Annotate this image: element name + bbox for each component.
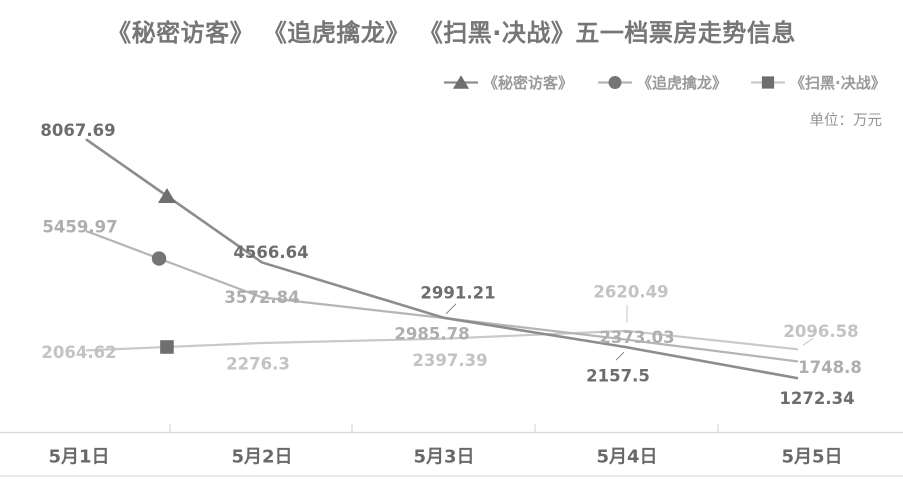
circle-marker-icon xyxy=(151,251,167,266)
data-label: 2096.58 xyxy=(783,322,858,341)
data-label: 2276.3 xyxy=(226,354,290,373)
x-axis-label: 5月5日 xyxy=(781,447,842,468)
data-label: 2985.78 xyxy=(394,325,469,344)
data-label: 2397.39 xyxy=(412,351,487,370)
label-leader-line xyxy=(615,351,625,361)
data-label: 2991.21 xyxy=(420,283,495,302)
circle-marker-icon xyxy=(608,76,622,89)
data-label: 4566.64 xyxy=(233,243,308,262)
data-label: 2064.62 xyxy=(41,343,116,362)
data-label: 5459.97 xyxy=(42,218,117,237)
label-leader-line xyxy=(802,337,814,346)
chart-title: 《秘密访客》 《追虎擒龙》 《扫黑·决战》五一档票房走势信息 xyxy=(107,19,796,47)
legend-item-mimi-fangke: 《秘密访客》 xyxy=(444,72,573,92)
data-label: 3572.84 xyxy=(224,288,299,307)
legend-label: 《追虎擒龙》 xyxy=(637,73,728,92)
x-axis-label: 5月4日 xyxy=(596,447,657,468)
square-marker-icon xyxy=(751,73,785,91)
series-line-3 xyxy=(85,329,799,352)
square-marker-icon xyxy=(160,340,174,354)
data-label: 1748.8 xyxy=(798,358,862,377)
legend-item-zhuihu-qinlong: 《追虎擒龙》 xyxy=(598,72,727,92)
data-label: 2620.49 xyxy=(593,282,668,301)
data-label: 1272.34 xyxy=(779,389,854,408)
legend-item-saohei-juezhan: 《扫黑·决战》 xyxy=(751,72,886,92)
legend-label: 《扫黑·决战》 xyxy=(790,73,886,92)
unit-label: 单位：万元 xyxy=(809,113,883,129)
data-label: 8067.69 xyxy=(40,121,115,140)
data-label: 2373.03 xyxy=(599,328,674,347)
data-label: 2157.5 xyxy=(586,367,650,386)
x-axis-label: 5月1日 xyxy=(48,447,109,468)
label-leader-line xyxy=(445,303,457,315)
square-marker-icon xyxy=(761,76,775,89)
triangle-marker-icon xyxy=(444,73,478,91)
legend: 《秘密访客》 《追虎擒龙》 《扫黑·决战》 xyxy=(0,72,903,92)
x-axis-label: 5月2日 xyxy=(231,447,292,468)
x-axis-label: 5月3日 xyxy=(413,447,474,468)
legend-label: 《秘密访客》 xyxy=(483,73,574,92)
triangle-marker-icon xyxy=(157,187,176,203)
series-line-1 xyxy=(85,138,799,380)
triangle-marker-icon xyxy=(452,75,470,89)
circle-marker-icon xyxy=(598,73,632,91)
